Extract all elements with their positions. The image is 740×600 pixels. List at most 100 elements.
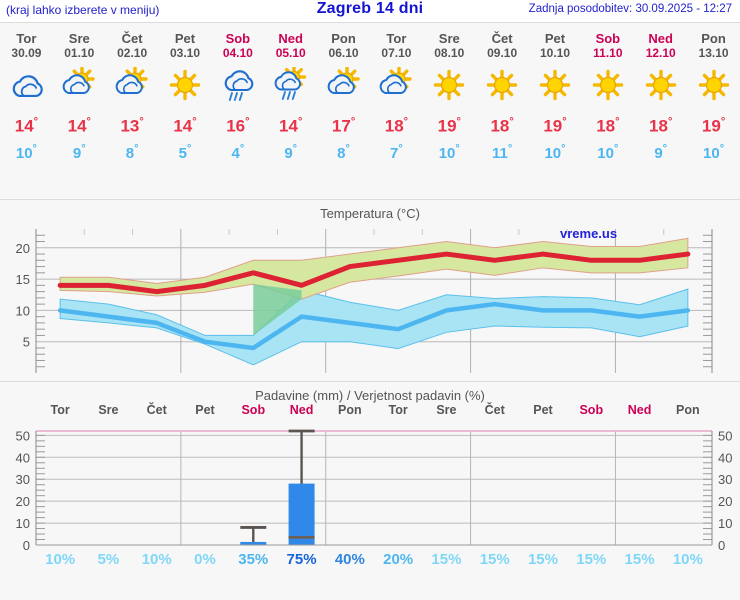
svg-text:20: 20 bbox=[718, 494, 732, 509]
temperature-plot: 5 10 15 20 bbox=[16, 229, 713, 373]
precipitation-chart: Padavine (mm) / Verjetnost padavin (%) T… bbox=[0, 382, 740, 573]
day-date: 06.10 bbox=[328, 46, 359, 60]
sunny-icon bbox=[529, 66, 582, 106]
precip-probability-3: 0% bbox=[194, 551, 216, 568]
day-min-temp: 4° bbox=[231, 142, 245, 162]
precip-day-label-5: Ned bbox=[289, 403, 314, 417]
page-title: Zagreb 14 dni bbox=[316, 0, 424, 17]
sunny-icon bbox=[476, 66, 529, 106]
day-max-temp: 14° bbox=[173, 116, 197, 136]
precip-probability-12: 15% bbox=[624, 551, 655, 568]
day-date: 03.10 bbox=[169, 46, 200, 60]
day-min-temp: 9° bbox=[72, 142, 86, 162]
day-column-4: Sob 04.10 16° 4° bbox=[211, 23, 264, 163]
precip-probability-8: 15% bbox=[431, 551, 462, 568]
svg-text:10: 10 bbox=[16, 516, 30, 531]
precip-day-label-4: Sob bbox=[241, 403, 266, 417]
temperature-chart-title-text: Temperatura (°C) bbox=[320, 206, 420, 221]
day-name: Čet bbox=[121, 31, 143, 46]
day-max-temp: 16° bbox=[226, 116, 250, 136]
day-name: Sob bbox=[225, 31, 251, 46]
precip-day-label-13: Pon bbox=[676, 403, 700, 417]
day-min-temp: 11° bbox=[492, 142, 513, 162]
precip-day-label-7: Tor bbox=[388, 403, 408, 417]
svg-text:20: 20 bbox=[16, 241, 30, 256]
day-min-temp: 10° bbox=[703, 142, 725, 162]
precip-probability-11: 15% bbox=[576, 551, 607, 568]
strip-divider bbox=[0, 199, 740, 200]
day-column-2: Čet 02.10 13° 8° bbox=[106, 23, 159, 163]
day-max-temp: 18° bbox=[596, 116, 620, 136]
svg-text:30: 30 bbox=[718, 472, 732, 487]
precip-probability-0: 10% bbox=[45, 551, 76, 568]
day-name: Pon bbox=[701, 31, 726, 46]
day-date: 09.10 bbox=[487, 46, 518, 60]
svg-text:30: 30 bbox=[16, 472, 30, 487]
day-name: Sob bbox=[595, 31, 621, 46]
day-date: 01.10 bbox=[64, 46, 95, 60]
day-min-temp: 8° bbox=[337, 142, 350, 162]
day-min-temp: 10° bbox=[438, 142, 460, 162]
day-column-6: Pon 06.10 17° 8° bbox=[317, 23, 370, 163]
header-divider bbox=[0, 22, 740, 23]
svg-text:50: 50 bbox=[16, 428, 30, 443]
day-max-temp: 13° bbox=[120, 116, 144, 136]
precip-probability-13: 10% bbox=[672, 551, 703, 568]
day-date: 04.10 bbox=[222, 46, 253, 60]
day-min-temp: 10° bbox=[544, 142, 566, 162]
svg-text:5: 5 bbox=[23, 335, 30, 350]
day-date: 13.10 bbox=[698, 46, 729, 60]
day-date: 05.10 bbox=[275, 46, 306, 60]
svg-text:0: 0 bbox=[23, 538, 30, 551]
precipitation-probability-row: 10% 5% 10% 0% 35% 75% 40% 20% 15% 15% 15% 15% 15% 10% bbox=[0, 551, 740, 573]
day-min-temp: 8° bbox=[125, 142, 139, 162]
day-column-9: Čet 09.10 18° 11° bbox=[476, 23, 529, 163]
temperature-chart-title: Temperatura (°C) bbox=[0, 200, 740, 221]
sunny-icon bbox=[634, 66, 687, 106]
temperature-chart: Temperatura (°C) 5 10 15 20 vreme.us bbox=[0, 200, 740, 381]
sunny-icon bbox=[159, 66, 212, 106]
day-max-temp: 14° bbox=[279, 116, 303, 136]
day-column-8: Sre 08.10 19° 10° bbox=[423, 23, 476, 163]
sunny-icon bbox=[687, 66, 740, 106]
day-max-temp: 19° bbox=[437, 116, 461, 136]
day-column-7: Tor 07.10 18° 7° bbox=[370, 23, 423, 163]
svg-text:15: 15 bbox=[16, 272, 30, 287]
svg-text:40: 40 bbox=[718, 450, 732, 465]
day-name: Pon bbox=[331, 31, 356, 46]
location-hint: (kraj lahko izberete v meniju) bbox=[6, 3, 160, 17]
svg-text:10: 10 bbox=[718, 516, 732, 531]
day-name: Tor bbox=[386, 31, 407, 46]
svg-text:0: 0 bbox=[718, 538, 725, 551]
day-column-5: Ned 05.10 14° 9° bbox=[264, 23, 317, 163]
day-max-temp: 18° bbox=[384, 116, 409, 136]
day-max-temp: 19° bbox=[701, 116, 726, 136]
svg-text:40: 40 bbox=[16, 450, 30, 465]
day-column-11: Sob 11.10 18° 10° bbox=[581, 23, 634, 163]
precip-day-label-1: Sre bbox=[98, 403, 119, 417]
day-date: 10.10 bbox=[539, 46, 570, 60]
precip-probability-9: 15% bbox=[479, 551, 510, 568]
day-max-temp: 14° bbox=[14, 116, 39, 136]
day-name: Sre bbox=[68, 31, 90, 46]
partly-sunny-icon bbox=[317, 66, 370, 106]
day-date: 08.10 bbox=[434, 46, 465, 60]
sun-rain-icon bbox=[264, 66, 317, 106]
precip-probability-6: 40% bbox=[334, 551, 365, 568]
day-column-13: Pon 13.10 19° 10° bbox=[687, 23, 740, 163]
precip-probability-2: 10% bbox=[141, 551, 172, 568]
precip-probability-1: 5% bbox=[97, 551, 120, 568]
day-column-10: Pet 10.10 19° 10° bbox=[529, 23, 582, 163]
sunny-icon bbox=[581, 66, 634, 106]
precip-day-label-2: Čet bbox=[146, 403, 167, 417]
precipitation-day-labels: Tor Sre Čet Pet Sob Ned Pon Tor Sre Čet Pet Sob Ned P… bbox=[0, 403, 740, 421]
page-header: (kraj lahko izberete v meniju) Zagreb 14… bbox=[0, 0, 740, 22]
svg-text:20: 20 bbox=[16, 494, 30, 509]
day-min-temp: 5° bbox=[178, 142, 192, 162]
rain-icon bbox=[211, 66, 264, 106]
precip-day-label-11: Sob bbox=[579, 403, 604, 417]
precip-day-label-10: Pet bbox=[533, 403, 553, 417]
sunny-icon bbox=[423, 66, 476, 106]
day-max-temp: 19° bbox=[543, 116, 567, 136]
day-column-1: Sre 01.10 14° 9° bbox=[53, 23, 106, 163]
